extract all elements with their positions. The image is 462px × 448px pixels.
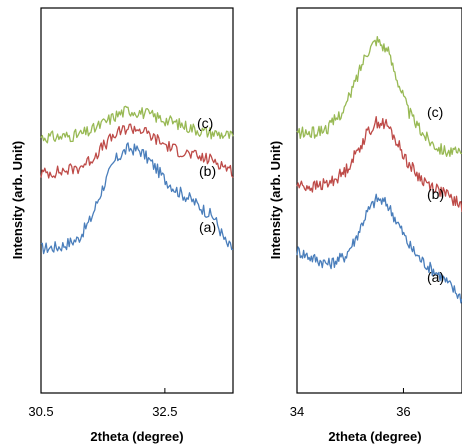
series-line-c xyxy=(296,35,462,157)
series-label-c: (c) xyxy=(197,115,213,131)
series-label-a: (a) xyxy=(427,269,444,285)
series-line-a xyxy=(296,193,462,304)
x-tick-label: 30.5 xyxy=(28,404,53,419)
x-axis-title: 2theta (degree) xyxy=(328,429,421,444)
chart-panel-2: (c) (b) (a) 34 36 2theta (degree) Intensity (a… xyxy=(268,7,462,444)
plot-frame xyxy=(296,7,462,394)
series-label-b: (b) xyxy=(199,163,216,179)
series-line-c xyxy=(40,105,234,144)
series-line-b xyxy=(296,116,462,213)
series-label-c: (c) xyxy=(427,104,443,120)
series-line-a xyxy=(40,142,234,255)
chart-panel-1: (c) (b) (a) 30.5 32.5 2theta (degree) Intensit… xyxy=(10,7,234,444)
series-label-a: (a) xyxy=(199,219,216,235)
x-axis-title: 2theta (degree) xyxy=(90,429,183,444)
series-line-b xyxy=(40,123,234,179)
x-tick-label: 34 xyxy=(290,404,304,419)
x-tick-label: 36 xyxy=(396,404,410,419)
series-label-b: (b) xyxy=(427,186,444,202)
y-axis-title: Intensity (arb. Unit) xyxy=(10,141,25,259)
y-axis-title: Intensity (arb. Unit) xyxy=(268,141,283,259)
plot-frame xyxy=(40,7,234,394)
x-tick-label: 32.5 xyxy=(152,404,177,419)
